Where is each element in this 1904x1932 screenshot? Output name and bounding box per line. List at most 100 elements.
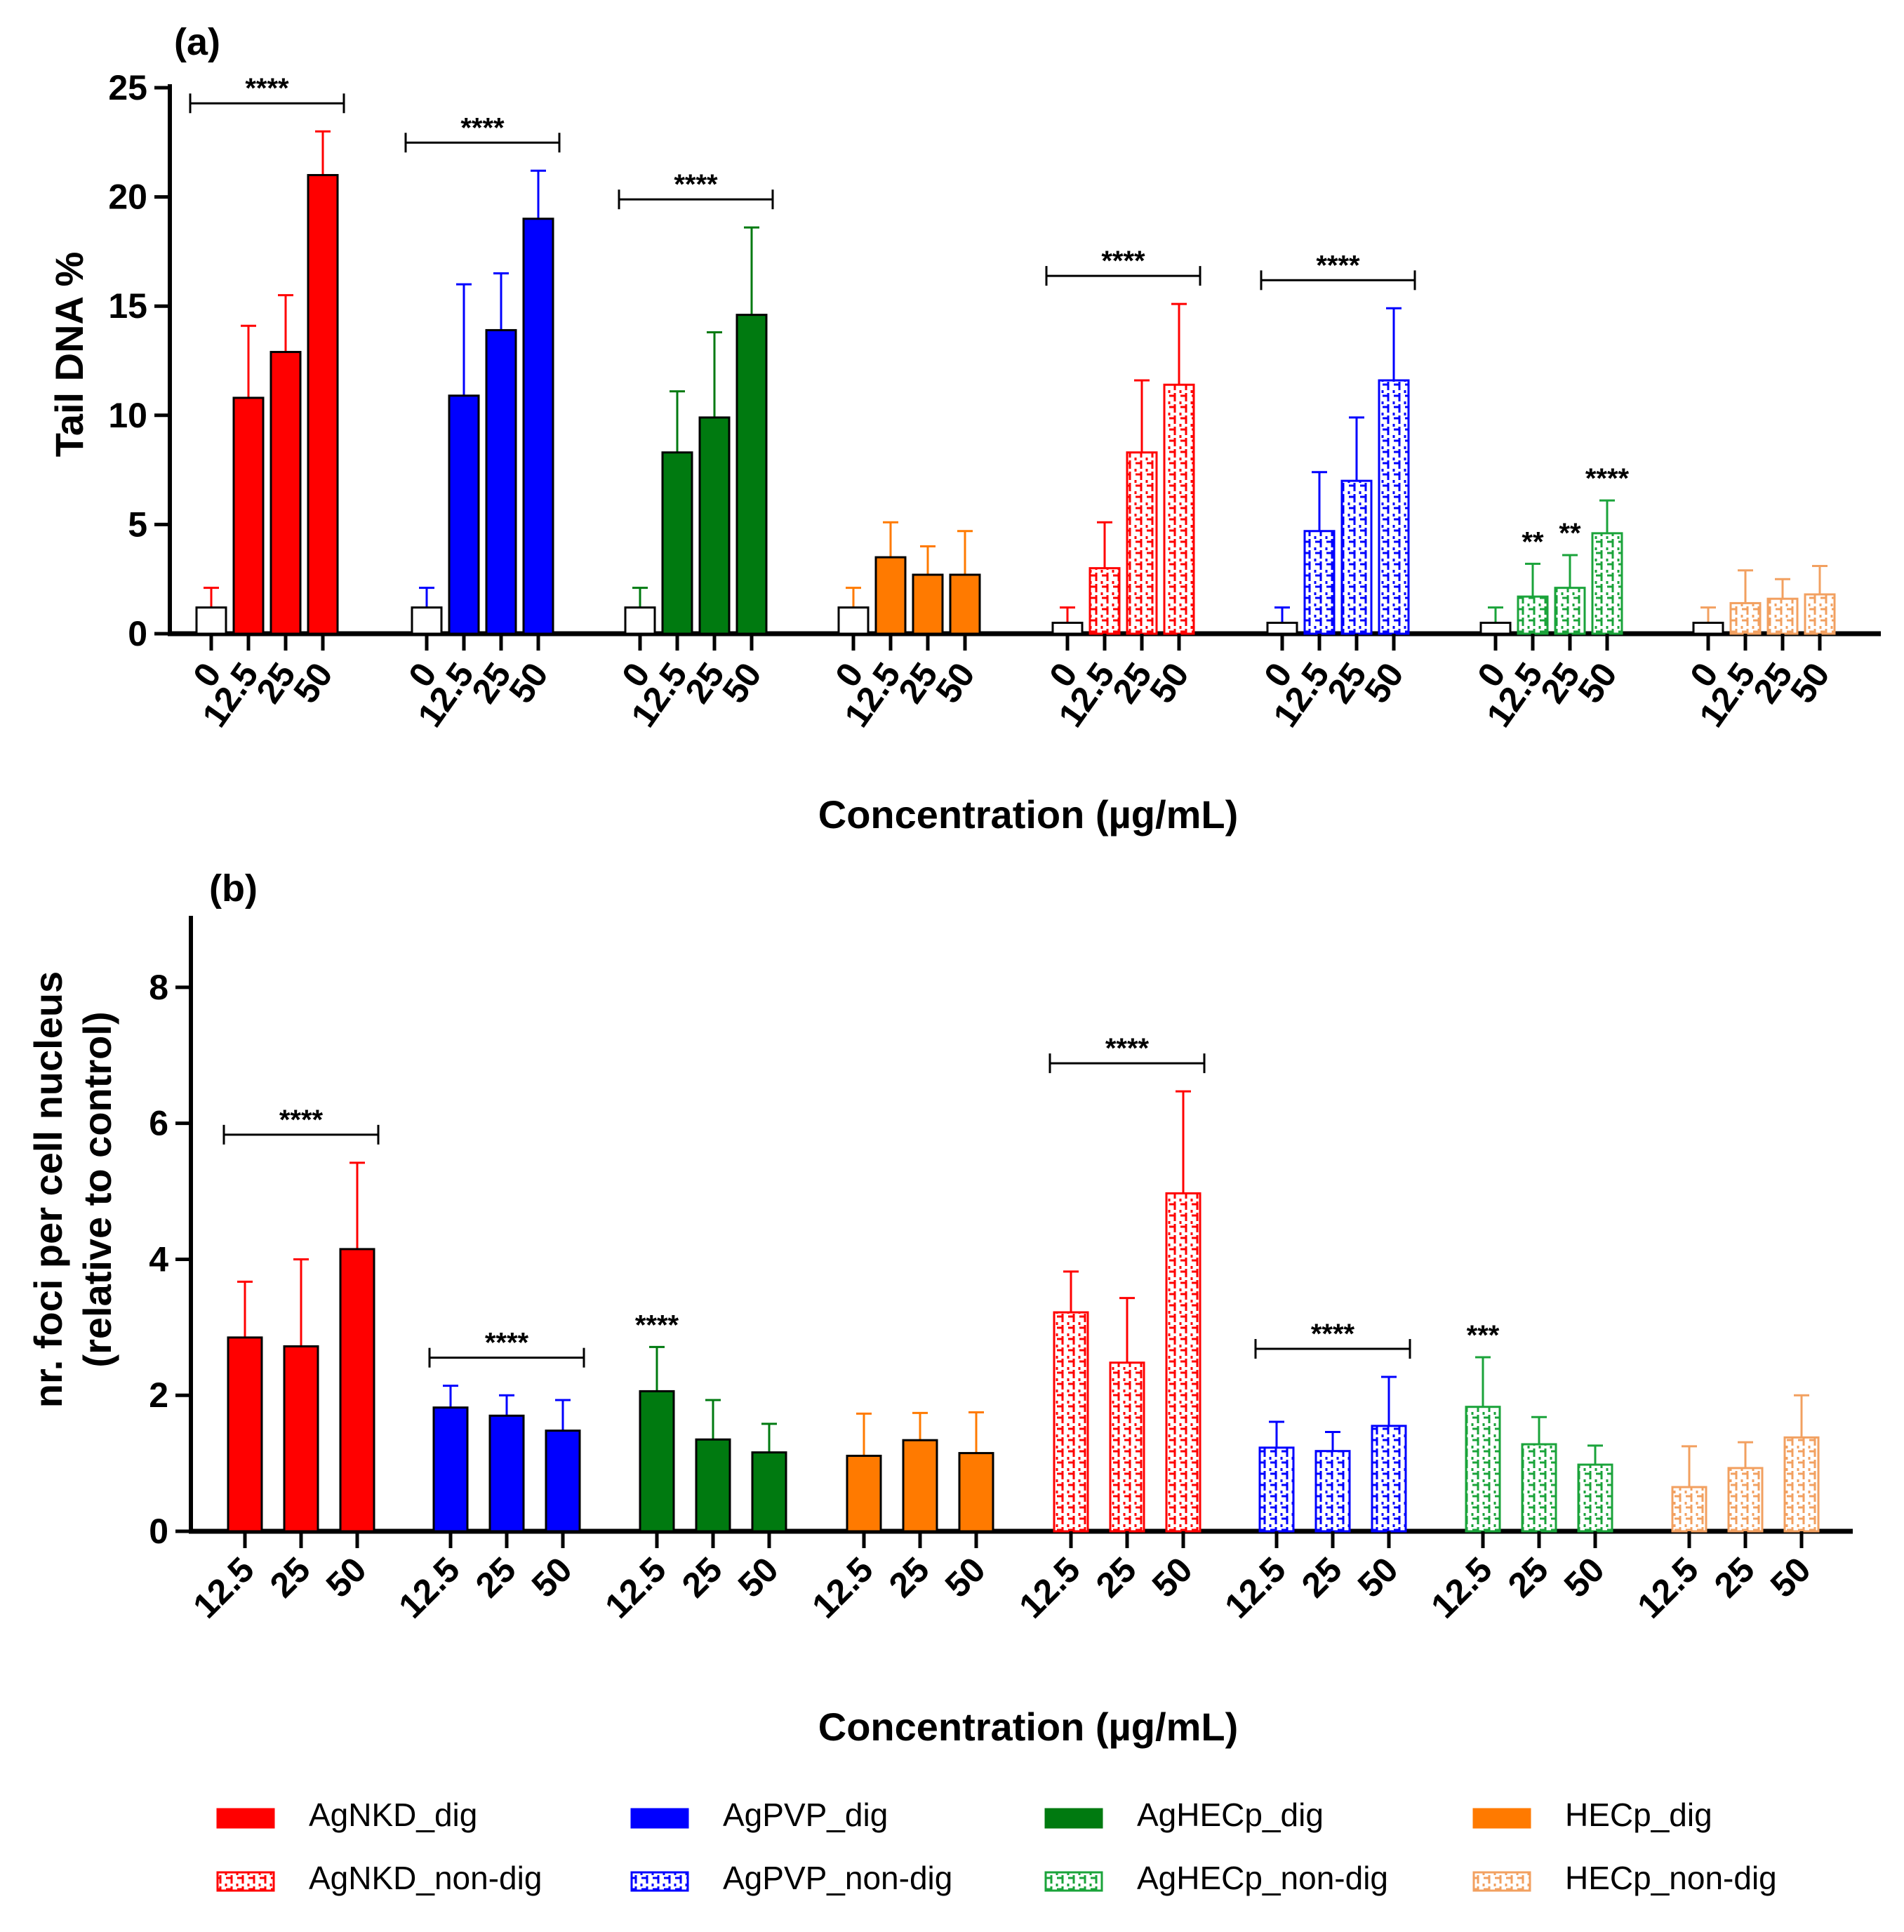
panel-b-group-aghecp-non-dig-bar-1 (1521, 1443, 1557, 1533)
panel-b-group-hecp-dig-x-tick-label-0: 12.5 (804, 1550, 880, 1625)
panel-a-group-agnkd-non-dig-x-tick-label-3: 50 (1142, 655, 1197, 710)
legend-item-agpvp-non-dig-label: AgPVP_non-dig (723, 1860, 952, 1896)
panel-b-group-agnkd-non-dig-sig-label: **** (1105, 1033, 1150, 1064)
panel-a-group-aghecp-non-dig-bar-1 (1517, 595, 1549, 635)
panel-a-group-agpvp-non-dig-bar-0 (1266, 621, 1298, 635)
legend-item-aghecp-dig: AgHECp_dig (1044, 1797, 1324, 1833)
panel-b-group-hecp-non-dig-bar-0 (1671, 1486, 1707, 1533)
panel-a-group-aghecp-non-dig-bar-0 (1479, 621, 1512, 635)
panel-b-y-tick-label-1: 2 (149, 1375, 168, 1415)
legend: AgNKD_dig AgPVP_dig AgHECp_dig HECp_dig AgNK… (216, 1797, 1777, 1896)
panel-a-group-aghecp-dig-sig-label: **** (674, 169, 718, 200)
panel-b-group-hecp-dig-x-tick-label-2: 50 (938, 1550, 993, 1605)
panel-a-y-tick-label-4: 20 (108, 178, 147, 217)
legend-item-agpvp-dig-swatch (630, 1808, 689, 1829)
panel-b-group-hecp-non-dig-x-tick-label-2: 50 (1763, 1550, 1818, 1605)
panel-a-group-agnkd-non-dig-bar-3 (1163, 383, 1195, 635)
panel-a-y-tick-label-2: 10 (108, 396, 147, 435)
panel-b-group-hecp-dig-bar-2 (958, 1452, 994, 1533)
panel-b-group-agnkd-dig-x-tick-label-0: 12.5 (185, 1550, 261, 1625)
legend-item-agpvp-non-dig-swatch (630, 1871, 689, 1892)
panel-a-group-hecp-dig-x-tick-label-3: 50 (928, 655, 983, 710)
panel-a-group-agnkd-dig-bar-2 (269, 351, 302, 635)
panel-b-group-hecp-dig: 12.5 25 50 (804, 1411, 994, 1626)
panel-b-group-agpvp-dig-bar-2 (545, 1430, 581, 1533)
panel-b-group-agpvp-non-dig-bar-2 (1371, 1425, 1407, 1533)
panel-a-group-agnkd-dig-sig-label: **** (245, 73, 289, 104)
legend-item-hecp-non-dig-label: HECp_non-dig (1565, 1860, 1777, 1896)
panel-a-group-agnkd-dig-x-tick-label-3: 50 (286, 655, 340, 710)
legend-item-aghecp-non-dig-label: AgHECp_non-dig (1137, 1860, 1388, 1896)
panel-a-group-agpvp-non-dig-x-tick-label-3: 50 (1357, 655, 1411, 710)
panel-b-group-aghecp-non-dig: 12.5 25 50 *** (1423, 1320, 1613, 1626)
panel-a-y-tick-label-1: 5 (128, 505, 147, 544)
panel-a-group-agpvp-dig-sig-label: **** (460, 112, 505, 143)
panel-b-group-agpvp-non-dig-x-tick-label-1: 25 (1294, 1550, 1350, 1605)
panel-a-y-axis-title: Tail DNA % (47, 252, 91, 457)
panel-b-y-tick-label-3: 6 (149, 1104, 168, 1143)
panel-a-group-agnkd-non-dig-bar-0 (1051, 621, 1084, 635)
panel-b-y-tick-label-4: 8 (149, 968, 168, 1007)
panel-b-group-agnkd-non-dig-x-tick-label-0: 12.5 (1011, 1550, 1087, 1625)
panel-b-group-aghecp-non-dig-sig-label-0: *** (1467, 1320, 1500, 1351)
panel-b-group-aghecp-dig-bar-2 (751, 1451, 787, 1533)
panel-b-group-aghecp-non-dig-bar-0 (1465, 1406, 1501, 1533)
legend-item-aghecp-non-dig: AgHECp_non-dig (1044, 1860, 1388, 1896)
panel-a-x-axis-title: Concentration (µg/mL) (818, 792, 1238, 837)
panel-b-group-agpvp-dig-x-tick-label-2: 50 (524, 1550, 580, 1605)
panel-a-y-tick-label-0: 0 (128, 614, 147, 653)
panel-b-y-axis-title-line2: (relative to control) (75, 1011, 119, 1367)
panel-b-y-axis-title-line1: nr. foci per cell nucleus (26, 971, 70, 1408)
panel-a-marks: 0510152025012.52550****012.52550****012.… (108, 68, 1881, 734)
panel-b-group-agpvp-non-dig-x-tick-label-2: 50 (1350, 1550, 1406, 1605)
panel-a-label: (a) (174, 21, 220, 63)
panel-a-group-aghecp-non-dig-sig-label-1: ** (1522, 526, 1544, 557)
legend-item-aghecp-dig-label: AgHECp_dig (1137, 1797, 1324, 1833)
legend-item-agnkd-non-dig: AgNKD_non-dig (216, 1860, 542, 1896)
panel-b-y-tick-label-2: 4 (149, 1239, 168, 1279)
legend-item-hecp-dig-swatch (1472, 1808, 1531, 1829)
panel-a-group-hecp-non-dig-bar-2 (1766, 597, 1799, 635)
legend-item-agpvp-dig: AgPVP_dig (630, 1797, 888, 1833)
panel-b-group-agnkd-dig-bar-0 (227, 1336, 263, 1533)
panel-a-y-tick-label-3: 15 (108, 286, 147, 326)
panel-a-group-aghecp-dig-x-tick-label-3: 50 (714, 655, 769, 710)
panel-a-group-agpvp-dig-bar-1 (448, 394, 480, 635)
panel-a-group-aghecp-dig-bar-2 (698, 416, 731, 635)
panel-b-group-hecp-dig-bar-0 (846, 1454, 882, 1533)
panel-a-group-hecp-dig-bar-3 (949, 573, 981, 635)
panel-b-group-agnkd-dig: 12.5 25 50 **** (185, 1105, 380, 1626)
panel-a-group-hecp-dig-bar-1 (874, 556, 907, 635)
panel-b-group-agpvp-dig-bar-1 (488, 1414, 525, 1533)
panel-b-group-agpvp-non-dig-sig-label: **** (1311, 1319, 1355, 1350)
legend-item-hecp-non-dig: HECp_non-dig (1472, 1860, 1777, 1896)
panel-a-group-agpvp-non-dig-bar-1 (1303, 530, 1336, 635)
panel-a-group-aghecp-non-dig-bar-2 (1554, 587, 1586, 635)
panel-b-group-agpvp-non-dig: 12.5 25 50 **** (1217, 1319, 1411, 1626)
panel-b-group-aghecp-dig-bar-1 (695, 1438, 731, 1533)
panel-a-group-hecp-non-dig-x-tick-label-3: 50 (1783, 655, 1837, 710)
panel-a-group-aghecp-non-dig-sig-label-2: ** (1559, 518, 1581, 549)
legend-item-aghecp-non-dig-swatch (1044, 1871, 1103, 1892)
panel-b-group-aghecp-non-dig-x-tick-label-2: 50 (1557, 1550, 1612, 1605)
panel-b-group-aghecp-dig-x-tick-label-1: 25 (674, 1550, 730, 1605)
legend-item-agnkd-dig-swatch (216, 1808, 275, 1829)
panel-a-group-agpvp-non-dig-bar-3 (1378, 379, 1410, 635)
panel-a-group-hecp-non-dig-bar-1 (1729, 601, 1762, 635)
panel-b-group-aghecp-non-dig-bar-2 (1577, 1463, 1613, 1533)
panel-b-group-hecp-non-dig-x-tick-label-1: 25 (1707, 1550, 1762, 1605)
panel-a-group-agnkd-dig-bar-3 (307, 173, 339, 635)
panel-a-group-agnkd-non-dig-bar-1 (1089, 567, 1121, 635)
panel-b-group-hecp-non-dig-x-tick-label-0: 12.5 (1630, 1550, 1705, 1625)
panel-b-group-agnkd-dig-bar-2 (339, 1248, 375, 1533)
legend-item-agnkd-dig-label: AgNKD_dig (309, 1797, 477, 1833)
panel-b-group-aghecp-dig-x-tick-label-0: 12.5 (597, 1550, 673, 1625)
panel-a-group-hecp-dig-bar-0 (837, 606, 870, 635)
panel-a-group-aghecp-dig-bar-1 (661, 451, 693, 635)
panel-b-group-agnkd-non-dig-x-tick-label-1: 25 (1089, 1550, 1144, 1605)
panel-b-group-agnkd-dig-x-tick-label-1: 25 (262, 1550, 318, 1605)
panel-a: (a) Tail DNA % Concentration (µg/mL) 0 5 1… (47, 21, 1881, 837)
panel-a-group-hecp-non-dig-bar-3 (1804, 593, 1836, 635)
panel-b-group-agnkd-non-dig-bar-1 (1109, 1361, 1145, 1533)
